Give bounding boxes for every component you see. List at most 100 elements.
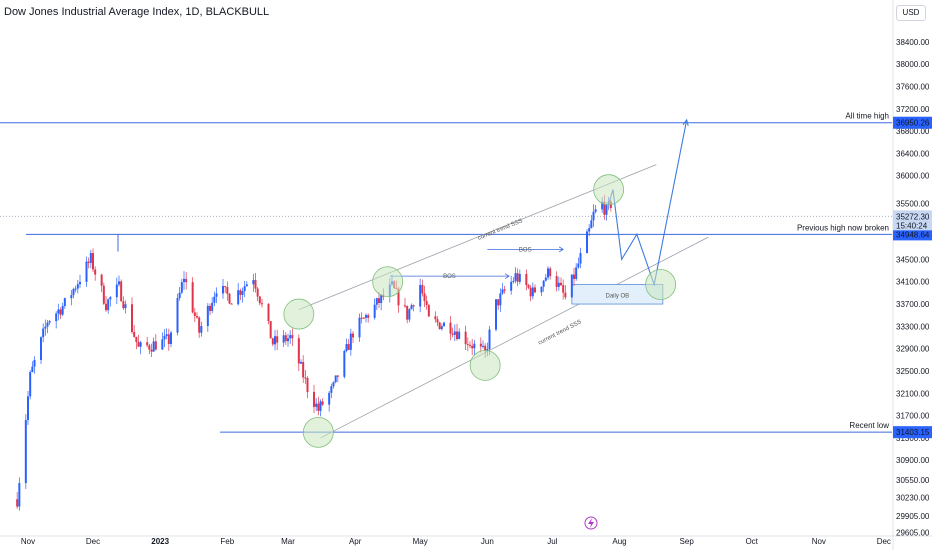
- candle-body: [514, 273, 517, 281]
- candle: [404, 297, 406, 309]
- candle-body: [479, 343, 482, 347]
- candle: [577, 257, 580, 269]
- candle-body: [497, 299, 500, 306]
- candle-body: [109, 297, 112, 300]
- candle-body: [547, 268, 549, 278]
- candle: [497, 299, 500, 310]
- candle: [412, 304, 415, 312]
- candle-body: [131, 304, 133, 333]
- candle: [456, 323, 458, 341]
- candle-body: [464, 331, 467, 345]
- candle: [315, 398, 318, 412]
- candle: [336, 375, 339, 383]
- candle-body: [256, 288, 259, 297]
- candle-body: [586, 231, 588, 254]
- x-tick-label: Aug: [612, 537, 626, 546]
- candle: [503, 285, 506, 294]
- candle-body: [579, 253, 582, 264]
- y-tick-label: 34500.00: [896, 255, 930, 264]
- candle-body: [92, 253, 94, 270]
- candle: [421, 279, 424, 297]
- candle: [570, 274, 573, 299]
- candle-body: [404, 305, 406, 307]
- candle-body: [375, 298, 378, 305]
- candle: [375, 297, 378, 311]
- candle-body: [258, 296, 261, 304]
- candle: [482, 340, 484, 349]
- y-tick-label: 32900.00: [896, 345, 930, 354]
- candle: [317, 396, 320, 416]
- candle-body: [406, 305, 409, 320]
- candle: [319, 399, 322, 417]
- candle-body: [503, 289, 506, 291]
- x-tick-label: Nov: [21, 537, 35, 546]
- candle-body: [443, 322, 445, 327]
- candle-body: [542, 280, 545, 287]
- y-tick-label: 31300.00: [896, 434, 930, 443]
- level-price-tag: [893, 426, 932, 439]
- candle: [297, 334, 300, 371]
- candle: [213, 291, 216, 307]
- candle-body: [423, 293, 426, 302]
- candle-body: [343, 350, 346, 377]
- candle-body: [315, 403, 318, 407]
- candle: [501, 283, 504, 295]
- candle: [352, 331, 354, 343]
- candle-body: [300, 362, 302, 364]
- candle-body: [120, 281, 123, 302]
- candle-body: [594, 209, 597, 212]
- candle-body: [367, 315, 370, 318]
- candle: [453, 324, 456, 342]
- candle-body: [122, 301, 125, 309]
- candle-body: [557, 282, 560, 287]
- candle-body: [601, 201, 604, 210]
- currency-button[interactable]: USD: [896, 5, 926, 21]
- candle-body: [605, 205, 608, 215]
- candle-body: [284, 335, 287, 342]
- candle: [343, 349, 346, 379]
- candle: [267, 303, 270, 325]
- candle: [590, 215, 593, 229]
- candle-body: [135, 336, 138, 343]
- candle: [438, 321, 441, 330]
- level-price-tag-text: 34948.64: [896, 230, 930, 239]
- candle: [180, 278, 183, 295]
- candle: [449, 316, 452, 341]
- x-tick-label: Jun: [481, 537, 494, 546]
- candle: [150, 343, 153, 358]
- candle-body: [534, 287, 536, 293]
- candle: [40, 336, 42, 364]
- candle: [79, 274, 81, 288]
- candle: [378, 291, 380, 309]
- candle-body: [486, 349, 489, 352]
- candle-body: [408, 309, 411, 320]
- candle-body: [469, 344, 471, 346]
- candle: [560, 277, 562, 287]
- candle-body: [33, 359, 36, 367]
- y-tick-label: 30900.00: [896, 456, 930, 465]
- candle-body: [46, 322, 49, 327]
- y-tick-label: 32100.00: [896, 389, 930, 398]
- candle-body: [191, 282, 194, 313]
- candle: [466, 337, 469, 352]
- candle: [239, 288, 242, 301]
- candle: [133, 325, 136, 338]
- candle: [206, 303, 209, 332]
- candle: [44, 319, 47, 336]
- candle-body: [484, 345, 487, 352]
- candle-body: [313, 391, 315, 407]
- candle-body: [304, 377, 307, 379]
- candle-body: [438, 322, 441, 330]
- x-tick-label: Jul: [547, 537, 557, 546]
- candle-body: [245, 284, 248, 287]
- candle: [419, 278, 422, 313]
- candle-body: [488, 329, 491, 350]
- candle: [436, 316, 439, 327]
- candle: [89, 249, 92, 269]
- last-price-text: 35272.30: [896, 212, 930, 221]
- candle-body: [152, 341, 155, 352]
- candle: [410, 303, 413, 310]
- channel-lower-line: [320, 236, 709, 439]
